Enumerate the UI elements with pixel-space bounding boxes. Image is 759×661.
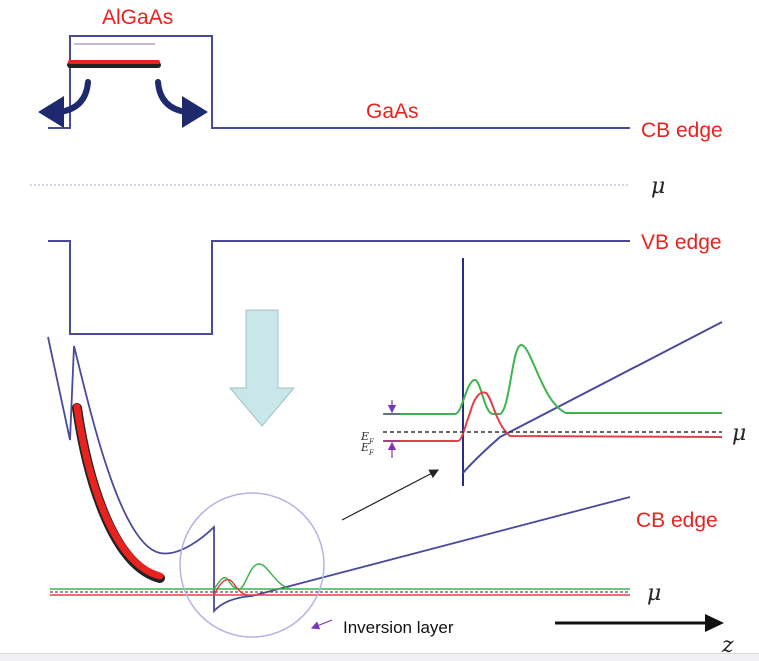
small-red-wavefunction	[213, 578, 249, 596]
inversion-layer-pointer	[310, 619, 333, 630]
ef-subscript: F	[368, 438, 375, 446]
inset-cb-curve	[462, 321, 723, 474]
inset-zoom: μ E F E F	[360, 258, 746, 486]
cb-edge-top-label: CB edge	[641, 119, 723, 142]
left-curved-arrow	[38, 79, 91, 128]
mu-inset-label: μ	[732, 421, 746, 446]
transition-down-arrow	[228, 309, 296, 427]
ef-label: E	[360, 430, 369, 443]
magnifier-circle	[179, 492, 325, 638]
inset-red-wavefunction	[383, 391, 723, 442]
vb-edge-label: VB edge	[641, 231, 722, 254]
ef-subscript-lower: F	[368, 449, 375, 457]
fermi-energy-marker	[384, 400, 400, 458]
bottom-edge-strip	[0, 653, 759, 661]
electron-distribution	[73, 403, 164, 580]
electron-distribution-shadow	[72, 403, 165, 583]
ef-label-lower: E	[360, 441, 369, 454]
inversion-layer-label: Inversion layer	[343, 618, 454, 637]
mu-bottom-label: μ	[647, 581, 661, 606]
z-axis-arrow	[555, 614, 724, 632]
cb-edge-top-line	[48, 35, 630, 129]
inset-green-wavefunction	[383, 344, 722, 415]
right-curved-arrow	[155, 79, 208, 128]
small-green-wavefunction	[213, 563, 291, 590]
mu-top-label: μ	[651, 174, 665, 199]
algaas-label: AlGaAs	[102, 6, 173, 29]
bent-cb-edge-line	[47, 336, 631, 614]
z-axis-label: z	[721, 633, 734, 658]
zoom-pointer-arrow	[341, 469, 440, 521]
vb-edge-line	[48, 240, 630, 335]
cb-edge-bottom-label: CB edge	[636, 509, 718, 532]
gaas-label: GaAs	[366, 100, 419, 123]
